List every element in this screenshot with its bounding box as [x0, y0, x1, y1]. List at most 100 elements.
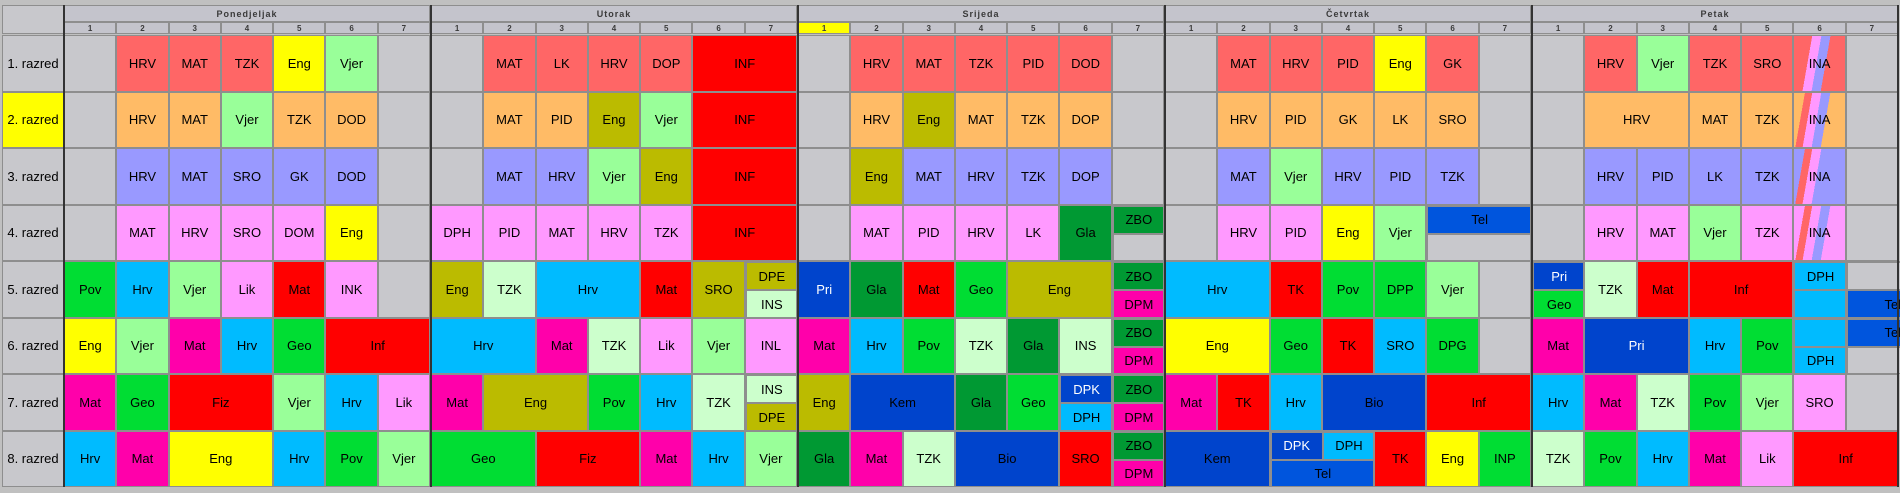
row-label[interactable]: 5. razred	[2, 261, 64, 318]
lesson-cell[interactable]: HRV	[1217, 91, 1270, 148]
lesson-bottom[interactable]: DPM	[1112, 290, 1163, 317]
lesson-top[interactable]: Pri	[1533, 262, 1584, 291]
lesson-top[interactable]: Tel	[1427, 205, 1530, 234]
lesson-bottom[interactable]: DPM	[1112, 403, 1163, 430]
lesson-top[interactable]: ZBO	[1112, 318, 1163, 347]
lesson-cell[interactable]: Mat	[116, 430, 169, 487]
lesson-cell[interactable]: INK	[325, 261, 378, 318]
lesson-bottom[interactable]	[1846, 346, 1900, 374]
lesson-cell[interactable]: Eng	[1165, 317, 1270, 374]
lesson-cell[interactable]: Mat	[640, 430, 693, 487]
lesson-cell-split[interactable]: DPE INS	[744, 261, 797, 318]
lesson-cell[interactable]: GK	[1321, 91, 1375, 148]
lesson-bottom[interactable]: DPE	[745, 403, 796, 430]
lesson-top[interactable]: ZBO	[1112, 262, 1163, 291]
lesson-cell[interactable]: Vjer	[1741, 374, 1794, 431]
row-label[interactable]: 2. razred	[2, 91, 64, 148]
lesson-cell[interactable]: Gla	[850, 261, 903, 318]
lesson-cell[interactable]: Gla	[1007, 317, 1060, 374]
lesson-cell[interactable]: Gla	[798, 430, 851, 487]
lesson-cell[interactable]: PID	[1007, 35, 1060, 92]
lesson-cell[interactable]: Pov	[1584, 430, 1637, 487]
lesson-cell[interactable]: HRV	[116, 148, 169, 205]
lesson-cell[interactable]: Vjer	[220, 91, 274, 148]
lesson-cell[interactable]: DOD	[325, 91, 378, 148]
lesson-bottom[interactable]: INS	[745, 290, 796, 317]
lesson-cell[interactable]: Pov	[1741, 317, 1794, 374]
lesson-cell[interactable]: MAT	[168, 35, 221, 92]
lesson-cell[interactable]: MAT	[168, 91, 221, 148]
lesson-cell[interactable]: TZK	[1007, 148, 1060, 205]
lesson-cell-split[interactable]: ZBO DPM	[1111, 317, 1164, 374]
lesson-cell[interactable]: HRV	[954, 148, 1008, 205]
lesson-cell[interactable]: HRV	[1584, 91, 1689, 148]
lesson-cell[interactable]: SRO	[1741, 35, 1794, 92]
lesson-cell[interactable]: TK	[1321, 317, 1375, 374]
lesson-cell[interactable]: SRO	[1426, 91, 1479, 148]
lesson-cell[interactable]: Vjer	[273, 374, 326, 431]
lesson-cell[interactable]: HRV	[1217, 204, 1270, 261]
lesson-cell[interactable]: Hrv	[1688, 317, 1742, 374]
lesson-cell[interactable]: TZK	[1636, 374, 1689, 431]
lesson-cell[interactable]: Mat	[1584, 374, 1637, 431]
lesson-cell[interactable]: HRV	[1584, 35, 1637, 92]
lesson-cell[interactable]: TZK	[1688, 35, 1742, 92]
lesson-cell[interactable]: Vjer	[1636, 35, 1689, 92]
lesson-cell[interactable]: TZK	[954, 35, 1008, 92]
lesson-cell-split[interactable]: ZBO	[1111, 204, 1164, 261]
lesson-cell[interactable]: HRV	[1584, 204, 1637, 261]
lesson-top[interactable]: INS	[745, 375, 796, 404]
lesson-cell[interactable]: DOD	[325, 148, 378, 205]
lesson-cell[interactable]: MAT	[850, 204, 903, 261]
lesson-top[interactable]: DPK	[1060, 375, 1111, 404]
lesson-cell-split[interactable]: Tel	[1845, 317, 1900, 374]
lesson-cell-split[interactable]: Pri Geo	[1532, 261, 1585, 318]
lesson-cell[interactable]: TZK	[587, 317, 641, 374]
lesson-cell[interactable]: Pri	[1584, 317, 1689, 374]
lesson-cell-split[interactable]: ZBO DPM	[1111, 430, 1164, 487]
lesson-cell[interactable]: Eng	[587, 91, 641, 148]
lesson-cell[interactable]: Eng	[1007, 261, 1112, 318]
lesson-cell[interactable]: Hrv	[535, 261, 641, 318]
lesson-cell[interactable]: GK	[273, 148, 326, 205]
lesson-cell[interactable]: INA	[1793, 148, 1846, 205]
lesson-cell[interactable]: Hrv	[431, 317, 536, 374]
lesson-top-right[interactable]: DPH	[1322, 431, 1374, 460]
lesson-cell[interactable]: TZK	[692, 374, 745, 431]
lesson-cell[interactable]: Mat	[640, 261, 693, 318]
lesson-cell[interactable]: Mat	[1688, 430, 1742, 487]
lesson-top[interactable]: ZBO	[1112, 375, 1163, 404]
lesson-cell[interactable]: MAT	[1688, 91, 1742, 148]
lesson-cell[interactable]: HRV	[116, 35, 169, 92]
row-label[interactable]: 8. razred	[2, 430, 64, 487]
lesson-cell[interactable]: SRO	[692, 261, 745, 318]
lesson-cell[interactable]: Pov	[1321, 261, 1375, 318]
lesson-cell[interactable]: Hrv	[1532, 374, 1585, 431]
lesson-cell[interactable]: MAT	[483, 91, 536, 148]
lesson-cell[interactable]: TZK	[902, 430, 955, 487]
lesson-cell[interactable]: Hrv	[64, 430, 117, 487]
row-label[interactable]: 7. razred	[2, 374, 64, 431]
lesson-cell[interactable]: Lik	[640, 317, 693, 374]
lesson-cell[interactable]: Hrv	[116, 261, 169, 318]
lesson-cell[interactable]: TZK	[1584, 261, 1637, 318]
lesson-cell[interactable]: LK	[1374, 91, 1427, 148]
lesson-cell[interactable]: Vjer	[744, 430, 797, 487]
lesson-cell[interactable]: INA	[1793, 91, 1846, 148]
lesson-cell[interactable]: Inf	[1793, 430, 1898, 487]
lesson-cell[interactable]: PID	[1374, 148, 1427, 205]
lesson-cell[interactable]: Gla	[954, 374, 1008, 431]
lesson-cell-split[interactable]: DPH	[1793, 317, 1846, 374]
lesson-cell[interactable]: Mat	[902, 261, 955, 318]
lesson-cell[interactable]: DPH	[431, 204, 484, 261]
lesson-cell[interactable]: Hrv	[1165, 261, 1270, 318]
lesson-cell[interactable]: DOP	[1059, 91, 1112, 148]
lesson-cell[interactable]: Bio	[1321, 374, 1427, 431]
lesson-cell[interactable]: SRO	[1793, 374, 1846, 431]
lesson-cell[interactable]: HRV	[850, 35, 903, 92]
lesson-cell-split[interactable]: Tel	[1426, 204, 1531, 261]
lesson-cell[interactable]: LK	[1007, 204, 1060, 261]
lesson-cell[interactable]: Pov	[1688, 374, 1742, 431]
lesson-cell[interactable]: MAT	[168, 148, 221, 205]
lesson-cell[interactable]: TZK	[1426, 148, 1479, 205]
